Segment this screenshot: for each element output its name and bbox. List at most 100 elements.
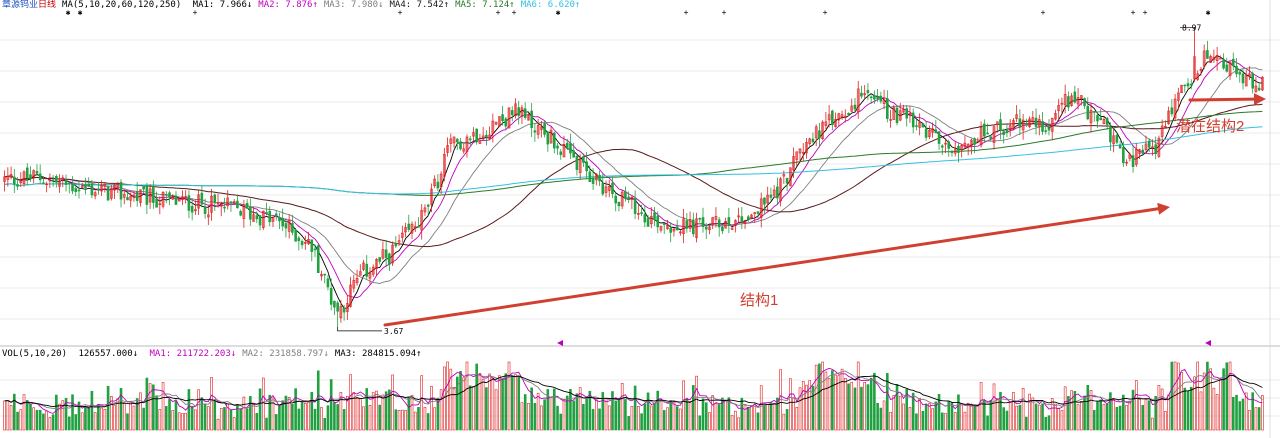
candle-body xyxy=(921,123,925,128)
volume-bar xyxy=(737,417,740,431)
candle-body xyxy=(827,114,831,121)
volume-bar xyxy=(630,406,634,431)
volume-bar xyxy=(831,370,834,431)
candle-body xyxy=(93,192,97,197)
candle-body xyxy=(546,131,550,145)
candle-body xyxy=(1241,73,1245,84)
volume-bar xyxy=(1041,403,1044,431)
volume-bar xyxy=(617,398,621,431)
volume-bar xyxy=(578,387,582,431)
candle-body xyxy=(352,280,356,289)
candle-body xyxy=(607,186,611,191)
volume-bar xyxy=(139,392,142,431)
volume-bar xyxy=(614,400,618,431)
candle-body xyxy=(1138,149,1141,154)
candle-body xyxy=(232,201,236,203)
volume-bar xyxy=(963,411,967,431)
volume-bar xyxy=(1193,376,1196,431)
volume-bar xyxy=(814,364,818,431)
volume-bar xyxy=(443,366,446,431)
candle-body xyxy=(1238,71,1242,75)
volume-bar xyxy=(866,384,870,431)
volume-bar xyxy=(58,403,61,431)
volume-bar xyxy=(552,388,556,431)
volume-bar xyxy=(1248,410,1251,431)
candle-body xyxy=(391,244,394,264)
volume-bar xyxy=(640,413,643,431)
candle-body xyxy=(307,238,310,245)
candle-body xyxy=(1225,64,1229,72)
volume-bar xyxy=(582,404,585,431)
volume-bar xyxy=(730,415,734,431)
candle-body xyxy=(55,176,58,183)
candle-body xyxy=(785,177,789,184)
candle-body xyxy=(19,180,23,184)
candle-body xyxy=(704,226,708,230)
price-ma-item-5: MA5: 7.124↑ xyxy=(455,0,515,10)
volume-bar xyxy=(1054,403,1057,431)
volume-bar xyxy=(1131,389,1135,431)
volume-bar xyxy=(1002,407,1006,431)
volume-bar xyxy=(1070,390,1073,431)
candle-body xyxy=(853,104,857,110)
candle-body xyxy=(142,185,145,190)
candle-body xyxy=(653,212,656,220)
candle-body xyxy=(148,188,152,203)
volume-bar xyxy=(724,399,727,431)
volume-bar xyxy=(801,381,805,431)
candle-body xyxy=(472,132,475,137)
candle-body xyxy=(184,196,187,198)
volume-bar xyxy=(287,397,291,431)
candle-body xyxy=(381,249,385,259)
candle-body xyxy=(51,179,55,182)
volume-bar xyxy=(808,380,812,431)
volume-bar xyxy=(1060,410,1064,431)
volume-bar xyxy=(397,410,401,431)
volume-bar xyxy=(475,363,478,431)
candle-body xyxy=(203,206,207,214)
volume-bar xyxy=(595,399,598,431)
volume-bar xyxy=(792,397,795,431)
signal-marker: + xyxy=(722,8,727,17)
candle-body xyxy=(1086,105,1090,120)
volume-bar xyxy=(649,405,653,431)
volume-bar xyxy=(559,413,563,431)
candle-body xyxy=(679,231,682,234)
candle-body xyxy=(129,195,133,201)
candle-body xyxy=(1067,96,1070,108)
candle-body xyxy=(210,195,213,213)
volume-bar xyxy=(1076,404,1080,431)
period-label[interactable]: 日线 xyxy=(38,0,57,10)
volume-bar xyxy=(924,403,928,431)
structure2-arrow xyxy=(1188,97,1256,102)
candle-body xyxy=(604,186,608,193)
volume-bar xyxy=(135,398,139,431)
candle-body xyxy=(588,171,592,183)
candlesticks xyxy=(3,30,1264,327)
volume-bar xyxy=(1251,392,1254,431)
volume-bar xyxy=(25,400,29,431)
candle-body xyxy=(821,121,824,140)
candle-body xyxy=(3,176,6,182)
candle-body xyxy=(32,170,36,178)
candle-body xyxy=(410,223,414,234)
volume-bar xyxy=(960,404,963,431)
volume-bar xyxy=(90,390,94,431)
volume-ma-lines xyxy=(4,367,1263,414)
volume-bar xyxy=(530,387,533,431)
candle-body xyxy=(336,302,339,312)
volume-bar xyxy=(789,378,792,431)
vol-ma-item-3: MA3: 284815.094↑ xyxy=(334,349,422,359)
candle-body xyxy=(64,180,68,185)
candle-body xyxy=(223,206,226,209)
volume-bar xyxy=(821,361,824,431)
volume-bar xyxy=(934,401,938,431)
candle-body xyxy=(950,150,954,154)
candle-body xyxy=(701,217,705,228)
candle-body xyxy=(426,204,430,207)
candle-body xyxy=(1122,147,1125,164)
volume-bar xyxy=(886,373,889,431)
candle-body xyxy=(630,196,634,200)
volume-bar xyxy=(297,408,301,431)
volume-bar xyxy=(210,377,213,431)
